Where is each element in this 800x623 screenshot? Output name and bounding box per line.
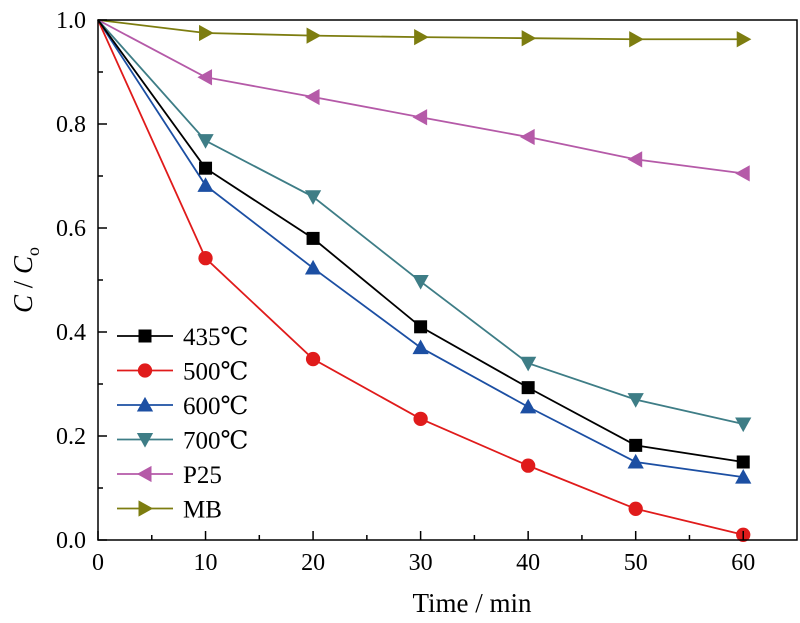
data-point — [412, 109, 428, 126]
legend-label: MB — [183, 497, 222, 524]
data-point — [629, 31, 644, 48]
data-point — [306, 27, 322, 44]
data-point — [413, 411, 428, 426]
data-point — [521, 381, 535, 395]
y-tick-label: 0.6 — [56, 216, 86, 242]
data-point — [412, 339, 429, 355]
data-point — [629, 438, 643, 452]
data-point — [520, 398, 537, 414]
plot-markers — [197, 24, 752, 542]
data-point — [198, 251, 213, 266]
x-axis: 0 10 20 30 40 50 60 — [92, 531, 755, 576]
data-point — [197, 134, 214, 149]
x-tick-label: 10 — [194, 550, 218, 576]
data-point — [735, 468, 752, 484]
x-tick-label: 50 — [624, 550, 648, 576]
data-point — [197, 69, 213, 86]
legend: 435℃ 500℃ 600℃ 700℃ P25 MB — [117, 324, 248, 524]
data-point — [627, 393, 644, 408]
y-tick-label: 0.8 — [56, 112, 86, 138]
legend-marker — [137, 363, 153, 378]
data-point — [521, 30, 537, 47]
data-point — [305, 351, 321, 367]
series-line — [97, 19, 744, 175]
data-point — [520, 128, 535, 146]
legend-label: 500℃ — [183, 359, 248, 386]
data-point — [627, 151, 643, 168]
legend-marker — [136, 465, 152, 483]
data-point — [304, 190, 322, 205]
legend-marker — [136, 433, 154, 448]
data-point — [199, 161, 213, 175]
y-tick-label: 0.2 — [56, 424, 86, 450]
legend-label: 600℃ — [183, 393, 248, 420]
data-point — [735, 417, 752, 433]
data-point — [304, 88, 320, 106]
data-point — [414, 29, 429, 46]
x-tick-label: 30 — [409, 550, 433, 576]
legend-label: 435℃ — [183, 324, 248, 351]
data-point — [628, 501, 643, 516]
y-tick-label: 1.0 — [56, 8, 86, 34]
data-point — [197, 177, 214, 192]
data-point — [627, 453, 644, 469]
data-point — [199, 24, 214, 42]
data-point — [736, 31, 752, 48]
data-point — [414, 320, 428, 334]
data-point — [521, 458, 536, 473]
data-point — [520, 356, 537, 372]
y-tick-label: 0.4 — [56, 320, 86, 346]
x-tick-label: 60 — [731, 550, 755, 576]
data-point — [306, 231, 320, 245]
y-axis-title: C / Co — [8, 247, 43, 313]
x-tick-label: 20 — [301, 550, 325, 576]
legend-marker — [138, 329, 152, 343]
legend-marker — [136, 396, 154, 412]
data-point — [412, 275, 429, 290]
y-tick-label: 0.0 — [56, 528, 86, 554]
legend-marker — [138, 500, 154, 517]
legend-label: 700℃ — [183, 428, 248, 455]
legend-label: P25 — [183, 462, 222, 489]
data-point — [735, 165, 750, 182]
x-axis-title: Time / min — [412, 588, 532, 618]
x-tick-label: 0 — [92, 550, 104, 576]
x-tick-label: 40 — [516, 550, 540, 576]
data-point — [736, 455, 750, 469]
y-axis: 0.0 0.2 0.4 0.6 0.8 1.0 — [56, 8, 107, 554]
data-point — [304, 259, 322, 275]
